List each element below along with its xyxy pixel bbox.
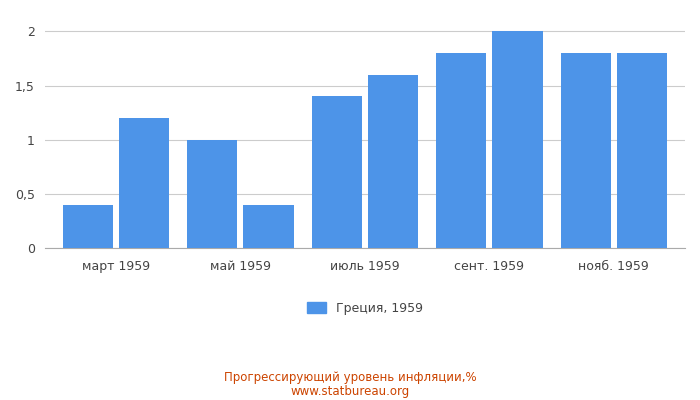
Bar [492,31,542,248]
Legend: Греция, 1959: Греция, 1959 [302,296,428,320]
Bar [617,53,667,248]
Bar [187,140,237,248]
Bar [368,75,418,248]
Text: www.statbureau.org: www.statbureau.org [290,386,410,398]
Text: Прогрессирующий уровень инфляции,%: Прогрессирующий уровень инфляции,% [224,372,476,384]
Bar [436,53,486,248]
Bar [62,205,113,248]
Bar [561,53,611,248]
Bar [119,118,169,248]
Bar [312,96,362,248]
Bar [244,205,294,248]
